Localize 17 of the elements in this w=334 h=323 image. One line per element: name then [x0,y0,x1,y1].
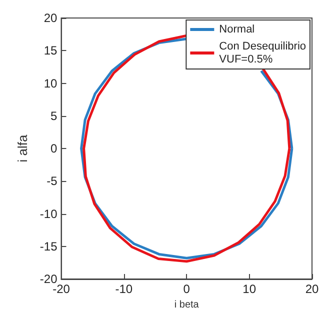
y-tick-label: -20 [40,272,58,286]
y-tick-label: 20 [44,11,58,25]
y-tick-label: -10 [40,206,58,221]
y-tick-label: 10 [44,76,58,90]
x-tick-label: 20 [305,282,319,296]
y-tick-label: -15 [40,239,58,254]
x-tick-label: 10 [242,282,256,296]
y-tick-label: -5 [46,174,58,188]
x-axis-title: i beta [174,299,200,310]
y-tick-label: 15 [44,44,58,58]
y-tick-label: 0 [50,142,58,156]
y-axis-title: i alfa [15,134,30,162]
x-tick-label: 0 [183,282,190,296]
legend-label: Normal [219,24,255,36]
legend-label: Con Desequilibrio VUF=0.5% [219,40,306,66]
x-tick-label: -10 [115,282,133,296]
y-tick-label: 5 [50,108,58,123]
